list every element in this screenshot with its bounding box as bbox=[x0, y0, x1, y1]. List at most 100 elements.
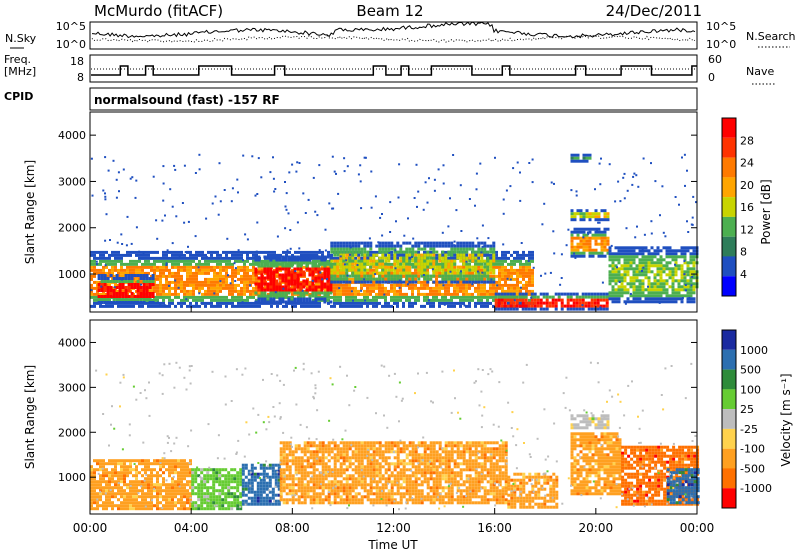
heatmap-cell bbox=[450, 298, 453, 302]
heatmap-cell bbox=[689, 300, 693, 304]
heatmap-cell bbox=[177, 271, 180, 275]
heatmap-cell bbox=[311, 279, 314, 282]
heatmap-cell bbox=[204, 259, 207, 263]
heatmap-cell bbox=[465, 304, 468, 308]
heatmap-cell bbox=[396, 304, 399, 308]
heatmap-cell bbox=[105, 498, 108, 502]
heatmap-cell bbox=[111, 462, 114, 466]
heatmap-cell bbox=[126, 265, 129, 269]
heatmap-cell bbox=[360, 259, 363, 263]
heatmap-cell bbox=[653, 297, 657, 301]
heatmap-cell bbox=[291, 295, 294, 299]
heatmap-cell bbox=[582, 239, 586, 243]
y-tick-label: 4000 bbox=[58, 129, 86, 142]
heatmap-cell bbox=[320, 297, 324, 301]
heatmap-cell bbox=[117, 304, 120, 308]
heatmap-cell bbox=[290, 276, 294, 280]
heatmap-cell bbox=[314, 210, 317, 213]
heatmap-cell bbox=[186, 304, 189, 308]
heatmap-cell bbox=[354, 301, 357, 305]
heatmap-cell bbox=[396, 277, 400, 281]
heatmap-cell bbox=[180, 468, 183, 472]
heatmap-cell bbox=[118, 301, 122, 304]
heatmap-cell bbox=[304, 212, 307, 214]
heatmap-cell bbox=[171, 256, 174, 260]
nave-label: Nave bbox=[746, 65, 774, 78]
heatmap-cell bbox=[147, 259, 150, 263]
heatmap-cell bbox=[96, 295, 99, 299]
heatmap-cell bbox=[429, 277, 433, 281]
heatmap-cell bbox=[405, 259, 409, 263]
colorbar-swatch bbox=[722, 157, 736, 178]
heatmap-cell bbox=[266, 264, 270, 268]
heatmap-cell bbox=[626, 273, 630, 277]
heatmap-cell bbox=[599, 306, 602, 309]
heatmap-cell bbox=[111, 259, 114, 263]
heatmap-cell bbox=[369, 265, 373, 269]
heatmap-cell bbox=[234, 253, 237, 257]
heatmap-cell bbox=[326, 282, 330, 286]
heatmap-cell bbox=[623, 246, 627, 250]
heatmap-cell bbox=[420, 280, 423, 284]
heatmap-cell bbox=[405, 277, 409, 281]
heatmap-cell bbox=[687, 231, 690, 233]
heatmap-cell bbox=[525, 268, 528, 272]
heatmap-cell bbox=[336, 289, 339, 293]
heatmap-cell bbox=[150, 507, 153, 511]
heatmap-cell bbox=[319, 271, 322, 274]
heatmap-cell bbox=[266, 285, 270, 289]
heatmap-cell bbox=[441, 295, 444, 299]
heatmap-cell bbox=[565, 244, 568, 247]
heatmap-cell bbox=[349, 246, 352, 249]
heatmap-cell bbox=[659, 258, 663, 262]
heatmap-cell bbox=[381, 280, 385, 284]
heatmap-cell bbox=[105, 250, 108, 254]
heatmap-cell bbox=[656, 267, 660, 271]
heatmap-cell bbox=[579, 230, 583, 234]
heatmap-cell bbox=[321, 295, 324, 299]
heatmap-cell bbox=[317, 273, 321, 277]
heatmap-cell bbox=[108, 480, 111, 484]
heatmap-cell bbox=[444, 262, 448, 266]
heatmap-cell bbox=[441, 286, 444, 290]
heatmap-cell bbox=[138, 259, 141, 263]
heatmap-cell bbox=[171, 286, 174, 290]
heatmap-cell bbox=[579, 212, 583, 216]
heatmap-cell bbox=[512, 295, 516, 299]
heatmap-cell bbox=[477, 301, 480, 305]
heatmap-cell bbox=[474, 259, 477, 263]
heatmap-cell bbox=[617, 270, 621, 274]
heatmap-cell bbox=[171, 301, 174, 305]
heatmap-cell bbox=[318, 164, 321, 167]
heatmap-cell bbox=[129, 259, 132, 263]
heatmap-cell bbox=[611, 261, 615, 265]
heatmap-cell bbox=[509, 185, 512, 188]
heatmap-cell bbox=[139, 274, 143, 277]
heatmap-cell bbox=[384, 277, 387, 281]
heatmap-cell bbox=[545, 295, 549, 299]
heatmap-cell bbox=[638, 267, 642, 271]
heatmap-cell bbox=[293, 282, 297, 286]
heatmap-cell bbox=[93, 280, 96, 284]
heatmap-cell bbox=[411, 250, 415, 254]
heatmap-cell bbox=[345, 271, 349, 275]
heatmap-cell bbox=[342, 250, 346, 254]
heatmap-cell bbox=[174, 274, 177, 278]
heatmap-cell bbox=[114, 483, 117, 487]
heatmap-cell bbox=[348, 274, 352, 278]
heatmap-cell bbox=[105, 489, 108, 493]
heatmap-cell bbox=[156, 283, 159, 287]
heatmap-cell bbox=[281, 279, 285, 283]
heatmap-cell bbox=[267, 253, 270, 257]
heatmap-cell bbox=[219, 253, 222, 257]
heatmap-cell bbox=[165, 250, 168, 254]
heatmap-cell bbox=[285, 208, 288, 211]
heatmap-cell bbox=[429, 250, 432, 254]
heatmap-cell bbox=[150, 462, 153, 466]
heatmap-cell bbox=[165, 262, 168, 265]
heatmap-cell bbox=[435, 292, 438, 296]
heatmap-cell bbox=[519, 268, 522, 272]
heatmap-cell bbox=[195, 301, 198, 305]
heatmap-cell bbox=[320, 276, 324, 280]
heatmap-cell bbox=[606, 227, 610, 231]
